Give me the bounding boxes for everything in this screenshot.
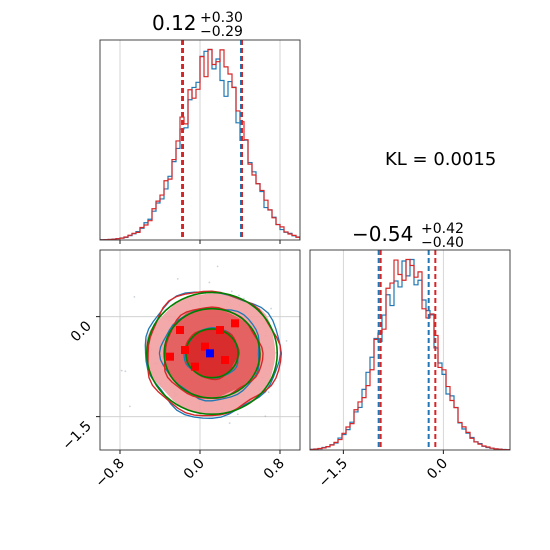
sample-point (321, 349, 323, 351)
param2-title: −0.54 +0.42 −0.40 (352, 221, 464, 251)
sample-point (176, 278, 179, 280)
sample-point (270, 307, 273, 310)
sample-point (301, 303, 303, 305)
joint-density-frame (99, 249, 301, 451)
param2-title-plus: +0.42 (421, 221, 464, 237)
tick-label-joint-x: 0.0 (181, 456, 208, 483)
kl-divergence-label: KL = 0.0015 (385, 149, 496, 170)
marker-red-1 (216, 326, 224, 334)
histogram-param2-content (310, 250, 510, 450)
marker-red-5 (166, 352, 174, 361)
marker-red-6 (221, 356, 229, 364)
param1-title-value: 0.12 (152, 11, 197, 35)
tick-label-joint-y: −1.5 (59, 418, 94, 453)
tick-label-joint-x: 0.8 (261, 456, 288, 483)
histogram-param2-frame (309, 249, 511, 451)
param1-title-minus: −0.29 (200, 24, 243, 40)
marker-red-3 (181, 346, 189, 354)
sample-point (216, 265, 219, 268)
tick-label-param2-x: −1.5 (316, 456, 351, 491)
sample-point (129, 405, 131, 408)
sample-point (264, 415, 267, 418)
histogram-param1-frame (99, 39, 301, 241)
tick-label-joint-y: 0.0 (68, 318, 95, 345)
sample-point (285, 339, 288, 342)
sample-point (236, 413, 239, 416)
sample-point (323, 388, 325, 390)
sample-point (267, 391, 270, 394)
sample-point (230, 290, 233, 293)
marker-red-0 (176, 326, 184, 334)
sample-point (208, 281, 211, 284)
param1-title-plus: +0.30 (200, 10, 243, 26)
marker-red-4 (201, 342, 209, 351)
tick-label-param2-x: 0.0 (424, 456, 451, 483)
tick-label-joint-x: −0.8 (92, 456, 127, 491)
param1-title: 0.12 +0.30 −0.29 (152, 10, 243, 40)
sample-point (228, 422, 231, 424)
contour-blue-1 (158, 307, 260, 402)
sample-point (306, 366, 308, 368)
joint-density-content (100, 250, 325, 454)
sample-point (189, 452, 191, 454)
histogram-param1-content (100, 40, 300, 240)
param2-title-value: −0.54 (352, 222, 413, 246)
param2-title-minus: −0.40 (421, 235, 464, 251)
histogram-param2-blue (310, 258, 510, 450)
marker-red-7 (191, 362, 199, 371)
marker-blue-0 (206, 349, 214, 358)
histogram-param2-red (310, 258, 510, 450)
sample-point (124, 370, 127, 373)
sample-point (133, 295, 136, 298)
contour-green-1 (163, 307, 261, 399)
marker-red-2 (231, 319, 239, 328)
histogram-param1-red (100, 48, 300, 240)
sample-point (120, 369, 123, 372)
sample-point (238, 294, 240, 297)
contour-green-2 (145, 291, 279, 416)
